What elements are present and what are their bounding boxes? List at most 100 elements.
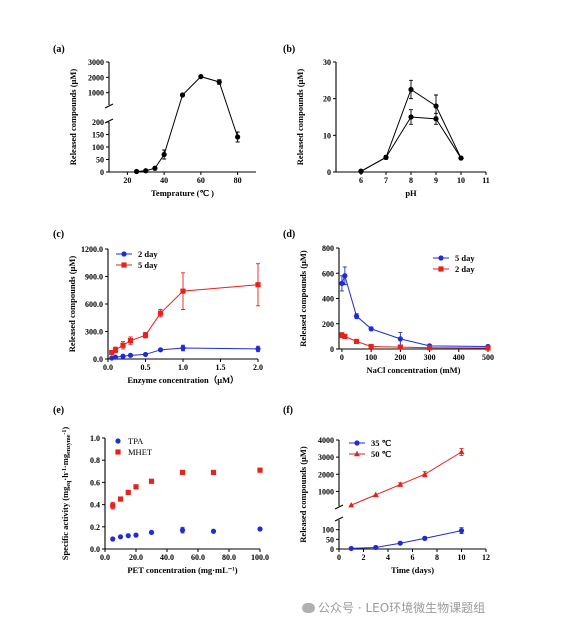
y-axis-label: Specific activity (mgeq·h-1·mgenzyme-1) (60, 427, 72, 561)
series-line (341, 274, 489, 347)
x-tick-label: 0.0 (100, 553, 110, 562)
data-point (117, 534, 124, 540)
x-tick-label: 80 (234, 176, 242, 185)
y-tick-label: 200 (92, 118, 104, 127)
legend-marker (354, 440, 360, 446)
data-point (110, 536, 116, 542)
chart-panel-d: 0 100 200 300 400 500 0 200 400 600 800 NaCl concen… (283, 229, 494, 375)
y-tick-label: 30 (323, 58, 331, 67)
y-axis-label-part: ) (60, 427, 70, 430)
data-point (255, 282, 261, 288)
x-tick-label: 60.0 (191, 553, 205, 562)
data-point (342, 273, 348, 279)
series-line (360, 116, 462, 172)
y-axis-label: Released compounds (μM) (298, 250, 308, 347)
y-tick-label: 0.2 (90, 523, 100, 532)
data-point (397, 336, 403, 342)
y-tick-label: 50 (96, 156, 104, 165)
data-point (109, 349, 115, 356)
y-axis-label-part: -1 (62, 468, 68, 473)
y-tick-label: 0 (327, 168, 331, 177)
data-point (112, 347, 119, 353)
legend-marker (121, 262, 127, 268)
series-0 (358, 79, 464, 174)
data-point (157, 347, 164, 353)
series-1 (358, 109, 464, 174)
chart-panel-a: 20 40 60 80 0 50 100 150 200 1000 2000 3000 Tempratu… (53, 44, 256, 198)
x-tick-label: 0.0 (103, 363, 113, 372)
x-tick-label: 0.5 (141, 363, 151, 372)
y-tick-label: 20 (323, 95, 331, 104)
data-point (152, 165, 158, 171)
legend-marker (115, 449, 121, 455)
x-tick-label: 4 (386, 553, 390, 562)
y-tick-label: 100 (92, 143, 104, 152)
data-point (373, 544, 379, 551)
legend-marker (354, 450, 360, 457)
wechat-icon (302, 603, 315, 613)
data-point (127, 338, 134, 344)
y-tick-label: 50 (326, 535, 334, 544)
data-point (179, 527, 186, 533)
data-point (433, 103, 439, 109)
x-tick-label: 500 (482, 353, 494, 362)
data-point (458, 448, 465, 455)
series-line (360, 88, 462, 172)
data-point (458, 528, 465, 534)
data-point (120, 342, 126, 348)
data-point (342, 333, 348, 339)
data-point (368, 326, 374, 332)
panel-label: (b) (283, 44, 295, 55)
y-tick-label: 1.0 (90, 434, 100, 443)
legend-label: 50 ℃ (371, 449, 392, 459)
data-point (161, 151, 167, 158)
x-tick-label: 200 (394, 353, 406, 362)
y-axis-label: Released compounds (μM) (67, 256, 77, 353)
panel-label: (e) (53, 405, 64, 416)
y-tick-label: 2000 (88, 73, 104, 82)
x-tick-label: 100 (365, 353, 377, 362)
x-tick-label: 400 (453, 353, 465, 362)
y-tick-label: 0 (100, 168, 104, 177)
data-point (339, 280, 345, 286)
data-point (339, 332, 345, 338)
x-tick-label: 6 (359, 176, 363, 185)
y-tick-label: 0 (330, 545, 334, 554)
data-point (143, 168, 149, 174)
legend-marker (438, 266, 444, 272)
data-point (216, 79, 222, 85)
legend-marker (121, 251, 127, 257)
x-tick-label: 0 (340, 353, 344, 362)
data-point (421, 471, 428, 477)
legend: 35 ℃50 ℃ (349, 438, 392, 459)
data-point (257, 526, 263, 532)
y-axis-label-part: ·mg (60, 453, 70, 468)
y-axis-label: Released compounds (μM) (298, 446, 308, 543)
series-5-day (339, 266, 491, 350)
x-tick-label: 2 (362, 553, 366, 562)
y-tick-label: 1000 (88, 89, 104, 98)
x-tick-label: 12 (482, 553, 490, 562)
data-point (485, 345, 491, 351)
data-point (383, 154, 389, 160)
y-tick-label: 2000 (318, 470, 334, 479)
x-tick-label: 9 (434, 176, 438, 185)
chart-panel-e: 0.0 20.0 40.0 60.0 80.0 100.0 0.0 0.2 0.4 0.6 0.8 1… (53, 405, 269, 575)
chart-panel-b: 6 7 8 9 10 11 0 10 20 30 pH Released compounds (μM)… (283, 44, 490, 198)
x-tick-label: 60 (197, 176, 205, 185)
series-0 (133, 73, 241, 175)
x-tick-label: 1.5 (216, 363, 226, 372)
data-point (353, 338, 360, 345)
data-point (353, 313, 360, 319)
y-tick-label: 1200.0 (81, 245, 103, 254)
y-tick-label: 1000 (318, 487, 334, 496)
x-tick-label: 7 (384, 176, 388, 185)
series-5-day (109, 263, 261, 356)
legend-label: 35 ℃ (371, 438, 392, 448)
axis-break-mark (334, 504, 344, 522)
